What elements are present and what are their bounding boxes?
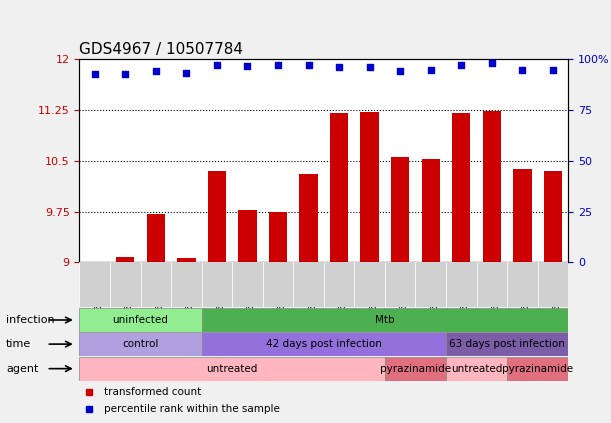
Bar	[544, 171, 562, 262]
Bar	[385, 357, 446, 381]
Text: pyrazinamide: pyrazinamide	[380, 364, 451, 374]
FancyBboxPatch shape	[171, 262, 202, 307]
Bar	[330, 113, 348, 262]
Text: agent: agent	[6, 364, 38, 374]
Bar	[360, 112, 379, 262]
Point	[90, 71, 100, 77]
Text: GSM1165958: GSM1165958	[152, 262, 160, 323]
Bar	[483, 111, 501, 262]
Point	[365, 64, 375, 71]
Bar	[202, 332, 446, 356]
FancyBboxPatch shape	[538, 262, 568, 307]
Text: 42 days post infection: 42 days post infection	[266, 339, 382, 349]
Text: infection: infection	[6, 315, 55, 325]
Text: 63 days post infection: 63 days post infection	[449, 339, 565, 349]
FancyBboxPatch shape	[324, 262, 354, 307]
Point	[212, 61, 222, 68]
Point	[243, 63, 252, 69]
Text: GSM1165962: GSM1165962	[274, 262, 282, 323]
FancyBboxPatch shape	[354, 262, 385, 307]
Text: percentile rank within the sample: percentile rank within the sample	[104, 404, 280, 414]
Bar	[116, 257, 134, 262]
Bar	[391, 157, 409, 262]
Bar	[147, 214, 165, 262]
Text: Mtb: Mtb	[375, 315, 395, 325]
Bar	[446, 357, 507, 381]
Text: GSM1165959: GSM1165959	[182, 262, 191, 323]
Text: GSM1165957: GSM1165957	[121, 262, 130, 323]
Text: GSM1165970: GSM1165970	[518, 262, 527, 323]
FancyBboxPatch shape	[293, 262, 324, 307]
Text: uninfected: uninfected	[112, 315, 169, 325]
Point	[273, 62, 283, 69]
Text: GSM1165968: GSM1165968	[396, 262, 404, 323]
Point	[120, 71, 130, 77]
Bar	[446, 332, 568, 356]
FancyBboxPatch shape	[79, 262, 110, 307]
Text: control: control	[122, 339, 159, 349]
FancyBboxPatch shape	[232, 262, 263, 307]
Text: GSM1165966: GSM1165966	[457, 262, 466, 323]
Text: GSM1165965: GSM1165965	[365, 262, 374, 323]
Bar	[513, 169, 532, 262]
Bar	[507, 357, 568, 381]
Bar	[299, 174, 318, 262]
Bar	[202, 308, 568, 332]
Bar	[269, 212, 287, 262]
Point	[548, 67, 558, 74]
Bar	[422, 159, 440, 262]
FancyBboxPatch shape	[202, 262, 232, 307]
Bar	[208, 171, 226, 262]
Text: GSM1165967: GSM1165967	[488, 262, 496, 323]
FancyBboxPatch shape	[263, 262, 293, 307]
Bar	[177, 258, 196, 262]
Bar	[86, 261, 104, 262]
Text: pyrazinamide: pyrazinamide	[502, 364, 573, 374]
Point	[304, 62, 313, 69]
Text: untreated: untreated	[451, 364, 502, 374]
Point	[334, 64, 344, 71]
Point	[181, 69, 191, 76]
Text: untreated: untreated	[207, 364, 258, 374]
Bar	[79, 308, 202, 332]
Point	[518, 67, 527, 74]
Text: GDS4967 / 10507784: GDS4967 / 10507784	[79, 41, 243, 57]
Point	[151, 67, 161, 74]
Text: GSM1165969: GSM1165969	[426, 262, 435, 323]
FancyBboxPatch shape	[507, 262, 538, 307]
FancyBboxPatch shape	[477, 262, 507, 307]
FancyBboxPatch shape	[385, 262, 415, 307]
Text: GSM1165964: GSM1165964	[335, 262, 343, 323]
Text: GSM1165963: GSM1165963	[304, 262, 313, 323]
Text: time: time	[6, 339, 31, 349]
Point	[487, 60, 497, 67]
Text: transformed count: transformed count	[104, 387, 201, 397]
Point	[395, 67, 405, 74]
Point	[456, 61, 466, 68]
FancyBboxPatch shape	[415, 262, 446, 307]
Bar	[238, 210, 257, 262]
Text: GSM1165960: GSM1165960	[213, 262, 221, 323]
Bar	[452, 113, 470, 262]
Text: GSM1165961: GSM1165961	[243, 262, 252, 323]
Bar	[79, 357, 385, 381]
FancyBboxPatch shape	[110, 262, 141, 307]
Point	[426, 67, 436, 74]
FancyBboxPatch shape	[446, 262, 477, 307]
Bar	[79, 332, 202, 356]
FancyBboxPatch shape	[141, 262, 171, 307]
Text: GSM1165956: GSM1165956	[90, 262, 99, 323]
Text: GSM1165971: GSM1165971	[549, 262, 557, 323]
